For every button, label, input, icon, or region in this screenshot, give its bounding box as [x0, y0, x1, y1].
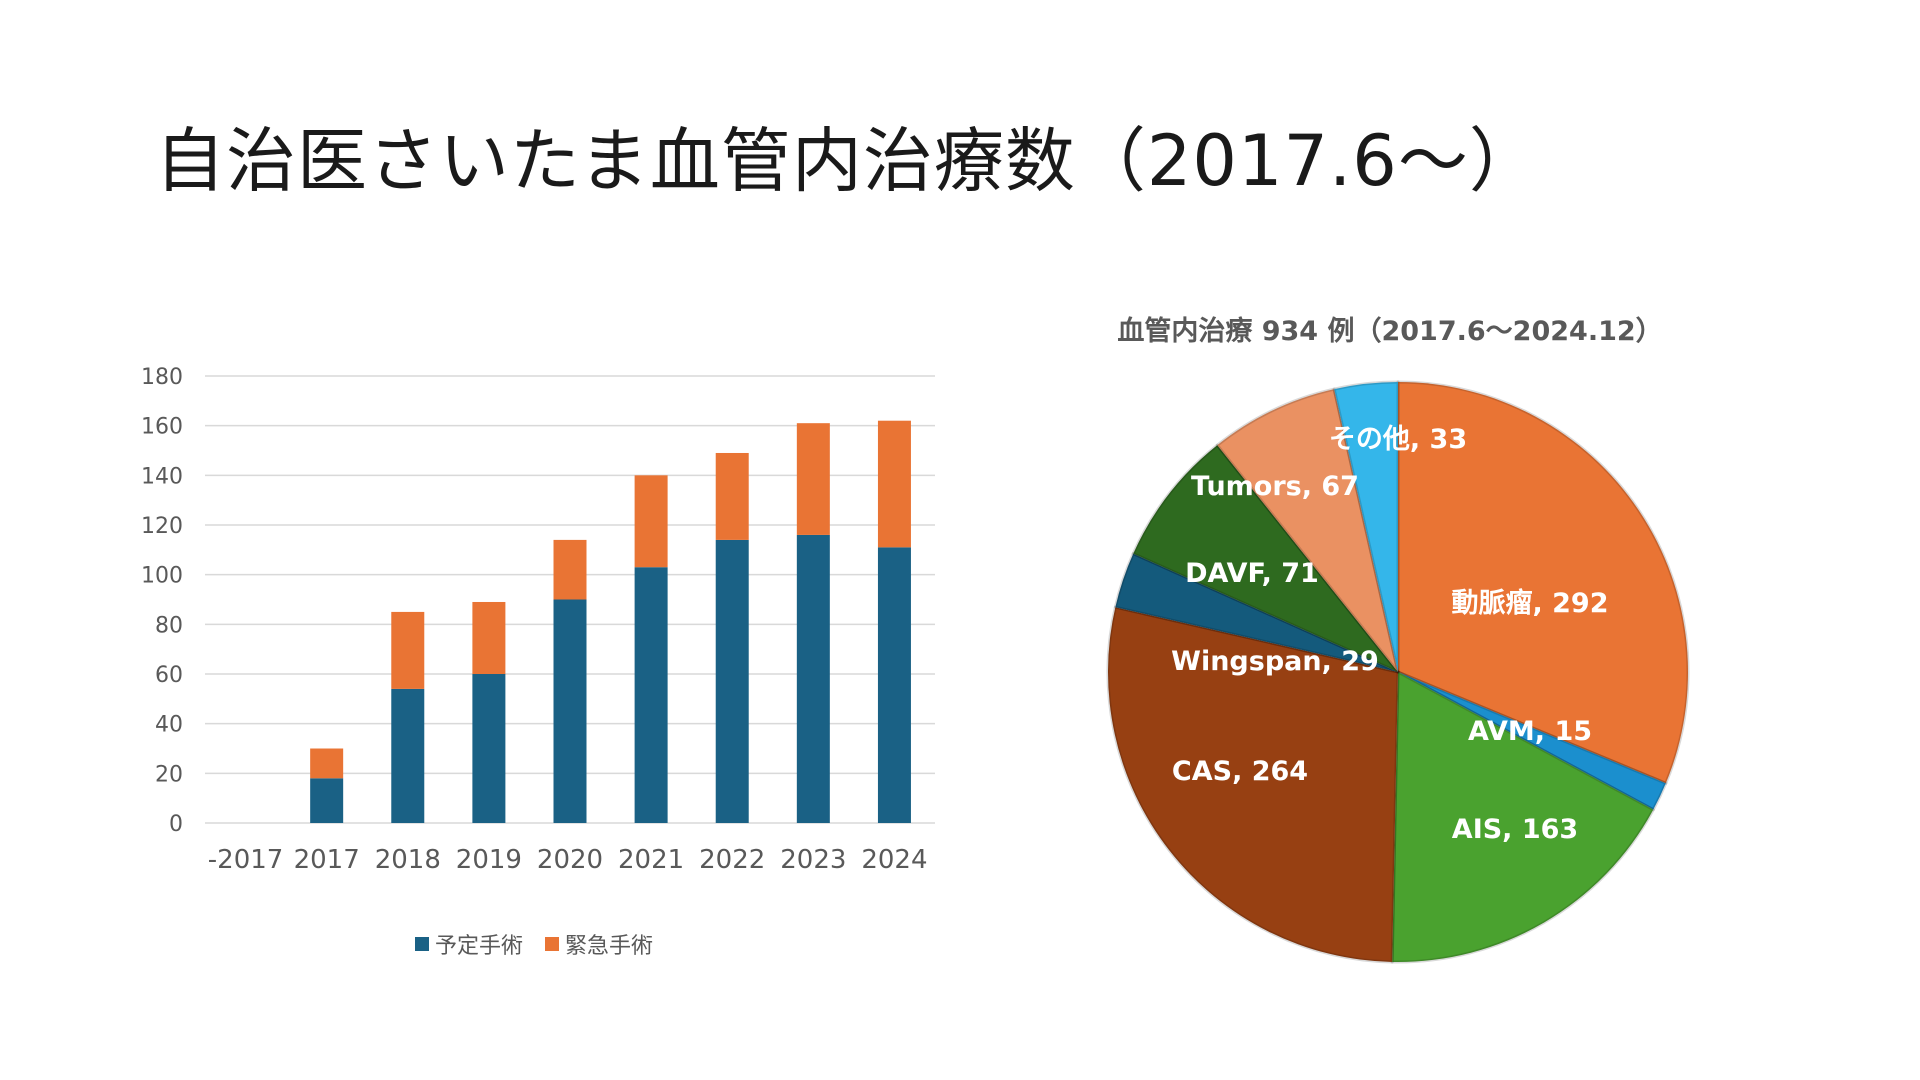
pie-slice-label: CAS, 264 [1172, 756, 1308, 787]
bar-emergency [472, 601, 506, 674]
bar-planned [553, 599, 587, 823]
pie-slice [1215, 387, 1400, 674]
pie-slice-label: 動脈瘤, 292 [1451, 587, 1608, 619]
bar-emergency [715, 452, 749, 540]
bar-emergency [634, 475, 668, 568]
x-tick-label: 2023 [780, 845, 846, 875]
x-tick-label: 2021 [618, 845, 684, 875]
pie-slice [1396, 380, 1690, 785]
legend-item-planned: 予定手術 [415, 928, 523, 960]
pie-slice-label: AIS, 163 [1452, 814, 1578, 845]
bar-emergency [553, 539, 587, 600]
legend-item-emergency: 緊急手術 [545, 928, 653, 960]
pie-slice-label: AVM, 15 [1468, 716, 1592, 747]
y-tick-label: 80 [155, 613, 183, 638]
bar-emergency [310, 748, 344, 779]
bar-emergency [796, 423, 830, 535]
pie-slice [1390, 670, 1655, 964]
bar-planned [472, 674, 506, 823]
legend-label-planned: 予定手術 [435, 934, 524, 959]
x-tick-label: 2017 [294, 845, 360, 875]
x-tick-label: 2018 [375, 845, 441, 875]
legend-swatch-planned [415, 937, 429, 951]
pie-slice [1332, 380, 1400, 674]
bar-planned [391, 688, 425, 823]
legend-swatch-emergency [545, 937, 560, 951]
pie-slice [1106, 605, 1400, 964]
pie-slice-label: Wingspan, 29 [1171, 646, 1379, 677]
bar-planned [715, 539, 749, 823]
bar-planned [634, 567, 668, 823]
y-tick-label: 160 [141, 415, 183, 440]
pie-title: 血管内治療 934 例（2017.6〜2024.12） [1117, 316, 1662, 347]
bar-emergency [877, 420, 911, 548]
y-tick-label: 60 [155, 663, 183, 688]
bar-planned [796, 534, 830, 823]
x-tick-label: 2019 [456, 845, 522, 875]
pie-slice-label: Tumors, 67 [1191, 471, 1359, 502]
x-tick-label: 2024 [861, 845, 927, 875]
stacked-bar-chart: 0 20 40 60 80 100 120 140 160 180 -2017 2017 2018 201… [141, 365, 935, 875]
y-tick-label: 120 [141, 514, 183, 539]
pie-slice [1396, 670, 1668, 812]
y-tick-label: 100 [141, 564, 183, 589]
bar-emergency [391, 611, 425, 689]
bar-legend: 予定手術 緊急手術 [415, 928, 653, 960]
y-tick-label: 140 [141, 464, 183, 489]
bar-planned [310, 778, 344, 823]
pie-slice [1131, 443, 1400, 674]
slide-title: 自治医さいたま血管内治療数（2017.6〜） [155, 120, 1540, 202]
legend-label-emergency: 緊急手術 [565, 934, 654, 959]
x-tick-label: 2022 [699, 845, 765, 875]
pie-slice-label: その他, 33 [1329, 424, 1467, 455]
pie-slice-label: DAVF, 71 [1185, 558, 1319, 589]
y-tick-label: 40 [155, 713, 183, 738]
bar-planned [877, 547, 911, 823]
x-tick-label: 2020 [537, 845, 603, 875]
pie-slice [1113, 552, 1400, 674]
x-tick-label: -2017 [208, 845, 284, 875]
y-tick-label: 180 [141, 365, 183, 390]
y-tick-label: 0 [169, 812, 183, 837]
y-tick-label: 20 [155, 762, 183, 787]
